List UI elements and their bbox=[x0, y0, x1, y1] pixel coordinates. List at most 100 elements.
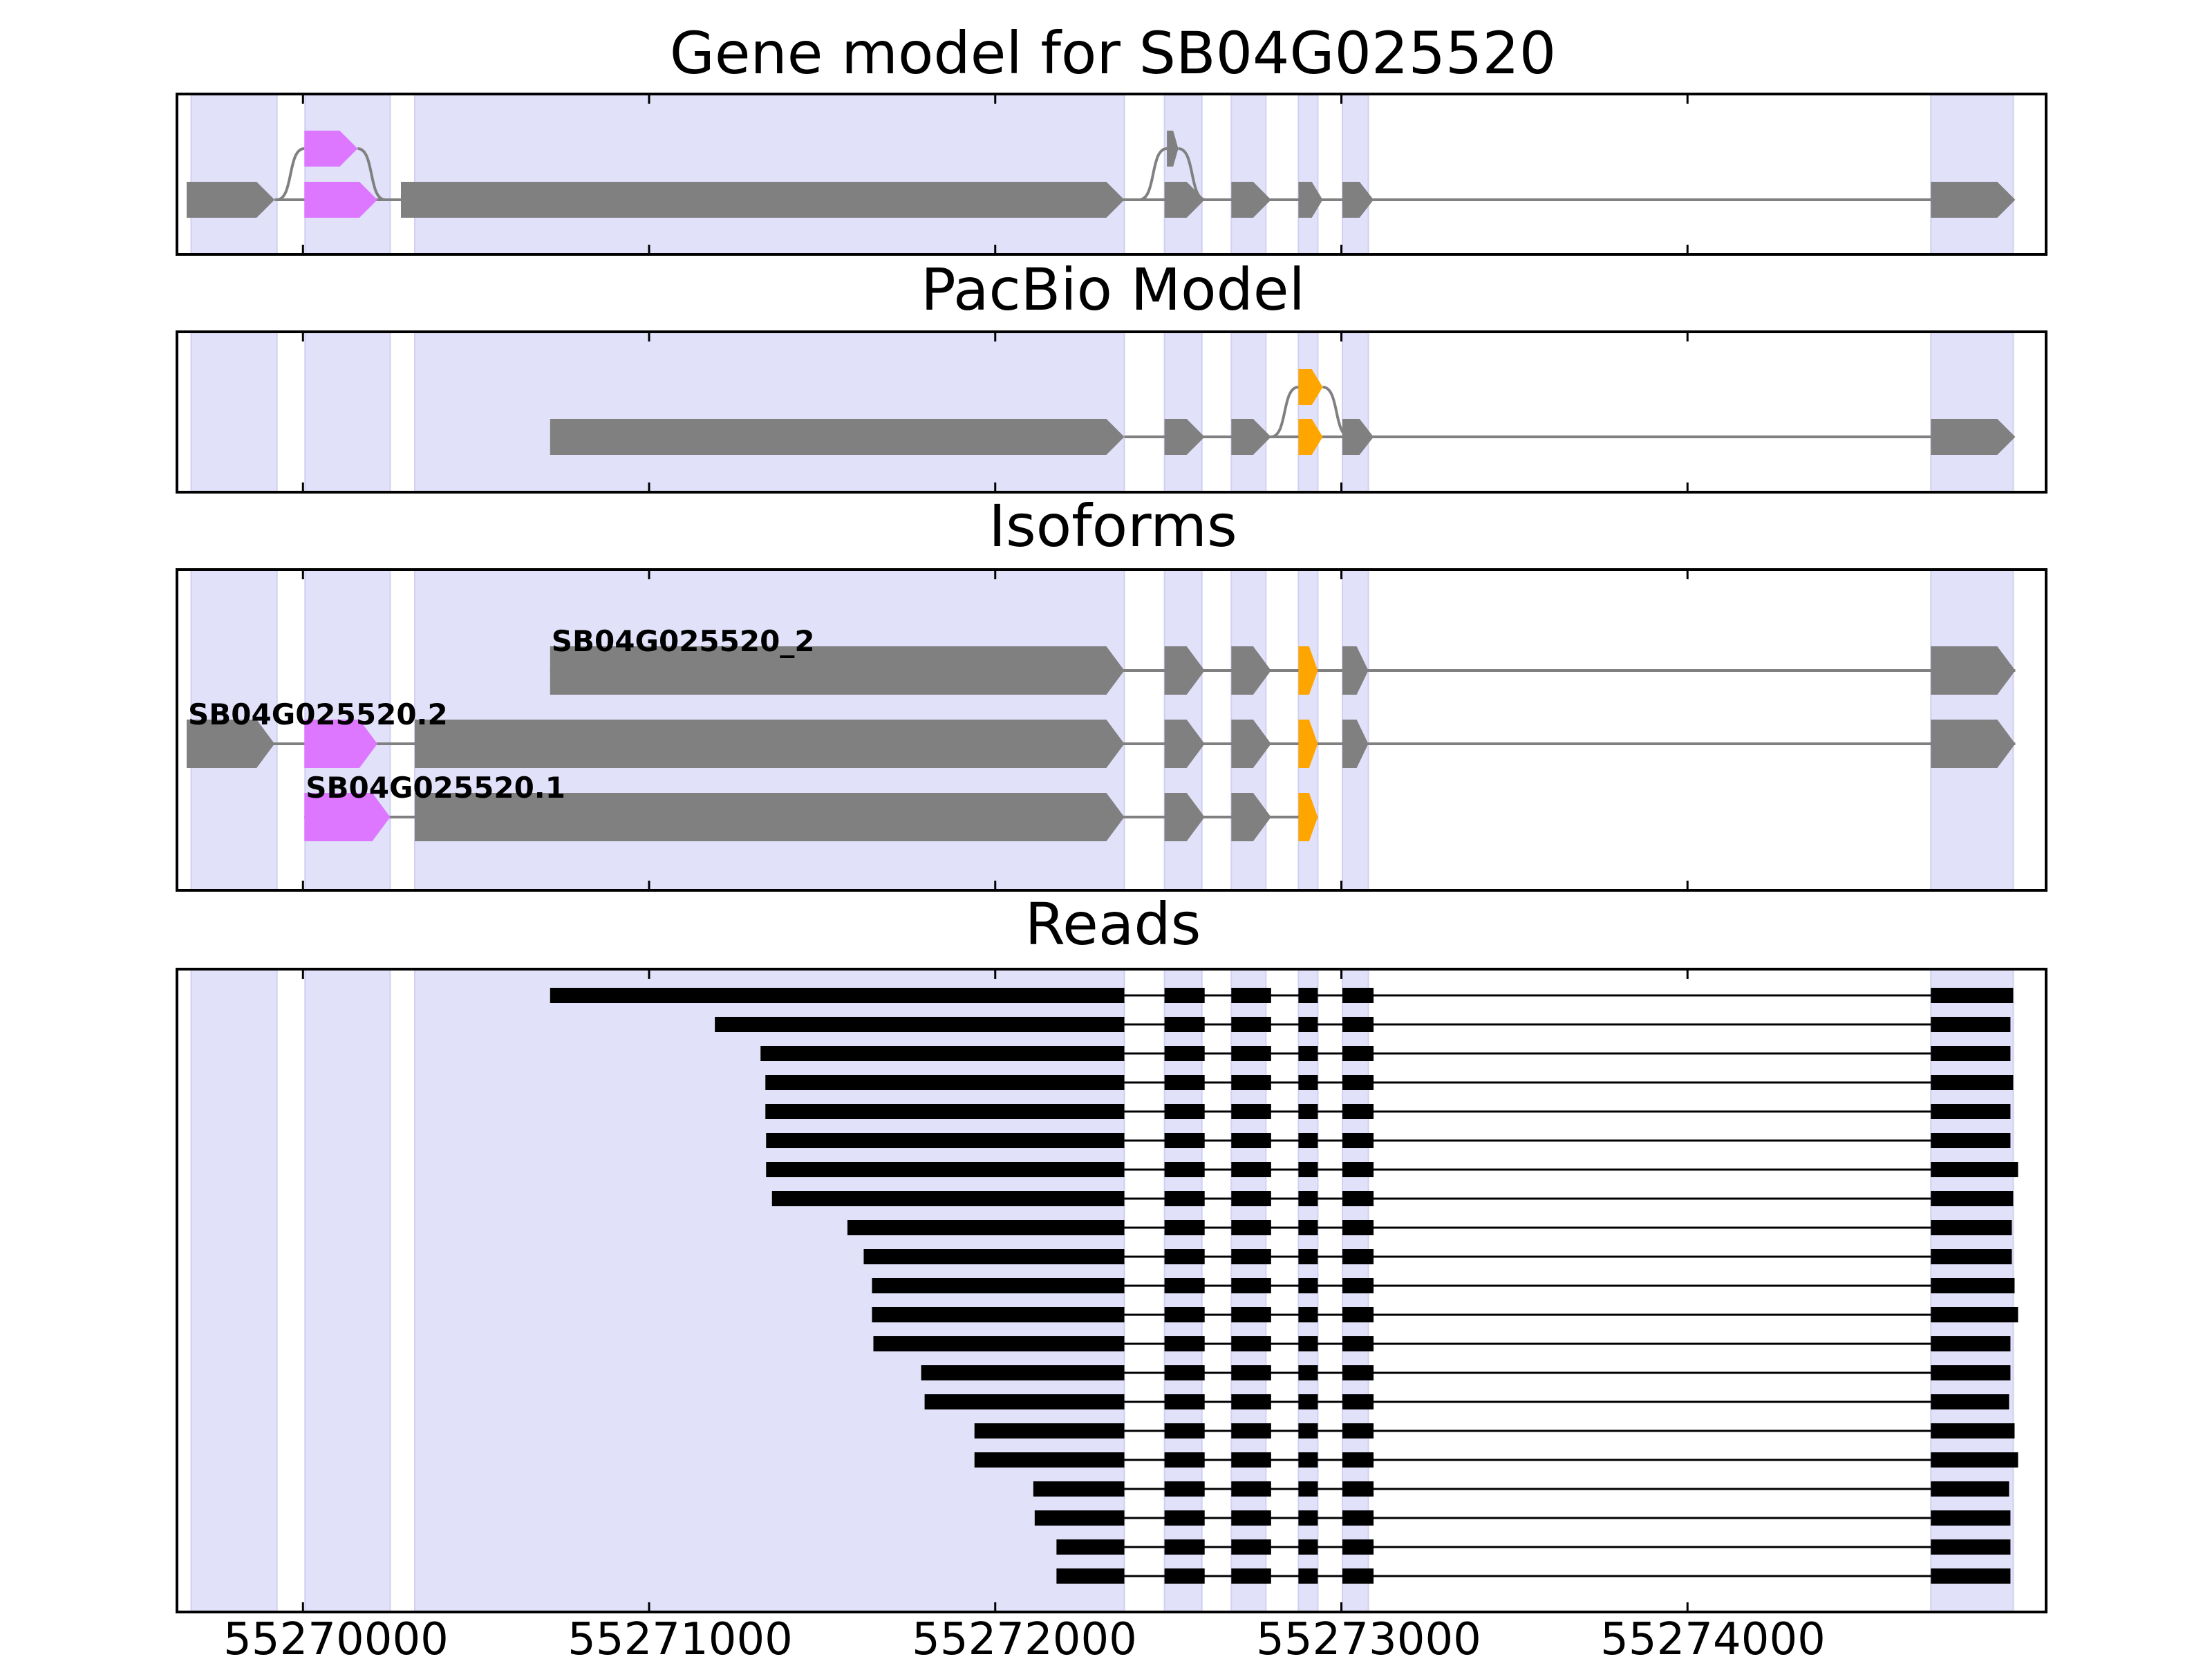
read-exon bbox=[1298, 1394, 1318, 1409]
exon bbox=[1164, 419, 1205, 455]
isoforms-title: Isoforms bbox=[988, 492, 1237, 560]
read-exon bbox=[1298, 1539, 1318, 1555]
shaded-region bbox=[190, 331, 278, 493]
read-exon bbox=[766, 1162, 1125, 1177]
read-exon bbox=[765, 1104, 1125, 1119]
read-exon bbox=[1342, 1481, 1374, 1497]
read-exon bbox=[1164, 1249, 1205, 1264]
read-exon bbox=[1931, 1278, 2015, 1293]
read-exon bbox=[1298, 1423, 1318, 1438]
exon bbox=[1931, 182, 2016, 218]
read-exon bbox=[1298, 1307, 1318, 1322]
x-tick-label: 55271000 bbox=[568, 1614, 793, 1659]
read-exon bbox=[1164, 1394, 1205, 1409]
exon bbox=[187, 182, 275, 218]
gene-model-panel: Gene model for SB04G025520 bbox=[176, 19, 2047, 256]
read-exon bbox=[1164, 1104, 1205, 1119]
read-exon bbox=[1298, 1481, 1318, 1497]
read-exon bbox=[1931, 1133, 2011, 1148]
alt-exon bbox=[1167, 131, 1179, 167]
exon bbox=[1342, 419, 1374, 455]
read-exon bbox=[1931, 1162, 2018, 1177]
read-exon bbox=[1298, 1452, 1318, 1468]
read-exon bbox=[1298, 1249, 1318, 1264]
x-tick-label: 55273000 bbox=[1256, 1614, 1481, 1659]
read-exon bbox=[1231, 1365, 1271, 1380]
read-exon bbox=[1298, 1046, 1318, 1061]
isoform-exon bbox=[1342, 646, 1369, 695]
read-exon bbox=[1033, 1481, 1125, 1497]
read-exon bbox=[1231, 1510, 1271, 1526]
read-exon bbox=[1164, 1017, 1205, 1032]
read-exon bbox=[1931, 1307, 2018, 1322]
shaded-region bbox=[304, 968, 391, 1613]
read-exon bbox=[1164, 1452, 1205, 1468]
read-exon bbox=[1931, 1510, 2011, 1526]
read-exon bbox=[1231, 1046, 1271, 1061]
isoform-exon bbox=[304, 720, 377, 768]
read-exon bbox=[1164, 1510, 1205, 1526]
read-exon bbox=[1056, 1568, 1125, 1584]
read-exon bbox=[1298, 1191, 1318, 1206]
read-exon bbox=[1298, 1336, 1318, 1351]
read-exon bbox=[863, 1249, 1125, 1264]
isoforms-panel: Isoforms SB04G025520_2 SB04G025520.2 SB04G… bbox=[176, 492, 2047, 892]
read-exon bbox=[1231, 1191, 1271, 1206]
alt-exon bbox=[304, 131, 358, 167]
shaded-region bbox=[1341, 331, 1369, 493]
read-exon bbox=[765, 1075, 1125, 1090]
read-exon bbox=[1931, 1104, 2011, 1119]
exon bbox=[1164, 182, 1205, 218]
read-exon bbox=[1164, 988, 1205, 1003]
shaded-region bbox=[1341, 93, 1369, 255]
exon bbox=[304, 182, 377, 218]
read-exon bbox=[1931, 1423, 2015, 1438]
read-exon bbox=[1342, 988, 1374, 1003]
read-exon bbox=[1231, 1220, 1271, 1235]
read-exon bbox=[1298, 1133, 1318, 1148]
read-exon bbox=[872, 1307, 1125, 1322]
read-exon bbox=[1342, 1278, 1374, 1293]
shaded-region bbox=[414, 93, 1125, 255]
shaded-region bbox=[1930, 93, 2014, 255]
isoform-exon bbox=[1164, 793, 1205, 841]
read-exon bbox=[1231, 988, 1271, 1003]
pacbio-model-title: PacBio Model bbox=[921, 256, 1305, 324]
read-exon bbox=[1931, 1394, 2009, 1409]
read-exon bbox=[1342, 1539, 1374, 1555]
read-exon bbox=[1231, 1568, 1271, 1584]
shaded-region bbox=[414, 331, 1125, 493]
read-exon bbox=[1231, 1336, 1271, 1351]
read-exon bbox=[1164, 1046, 1205, 1061]
read-exon bbox=[1931, 1249, 2012, 1264]
isoform-exon bbox=[1164, 646, 1205, 695]
isoform-exon bbox=[1931, 646, 2016, 695]
exon bbox=[401, 182, 1125, 218]
read-exon bbox=[1931, 1568, 2011, 1584]
shaded-region bbox=[1230, 93, 1267, 255]
shaded-region bbox=[1297, 331, 1319, 493]
read-exon bbox=[1342, 1365, 1374, 1380]
reads-panel: Reads bbox=[176, 890, 2047, 1613]
read-exon bbox=[550, 988, 1125, 1003]
shaded-region bbox=[1297, 93, 1319, 255]
isoform-exon bbox=[1231, 646, 1271, 695]
read-exon bbox=[1931, 1075, 2014, 1090]
isoform-label: SB04G025520_2 bbox=[552, 624, 815, 658]
isoform-exon bbox=[1342, 720, 1369, 768]
read-exon bbox=[760, 1046, 1125, 1061]
read-exon bbox=[974, 1452, 1125, 1468]
read-exon bbox=[1342, 1133, 1374, 1148]
read-exon bbox=[1342, 1075, 1374, 1090]
read-exon bbox=[1164, 1423, 1205, 1438]
panel-frame bbox=[176, 330, 2047, 494]
read-exon bbox=[1164, 1336, 1205, 1351]
read-exon bbox=[1231, 1481, 1271, 1497]
panel-frame bbox=[176, 568, 2047, 892]
shaded-region bbox=[1230, 331, 1267, 493]
read-exon bbox=[1164, 1133, 1205, 1148]
shaded-region bbox=[304, 331, 391, 493]
isoform-exon bbox=[1298, 646, 1318, 695]
read-exon bbox=[1056, 1539, 1125, 1555]
